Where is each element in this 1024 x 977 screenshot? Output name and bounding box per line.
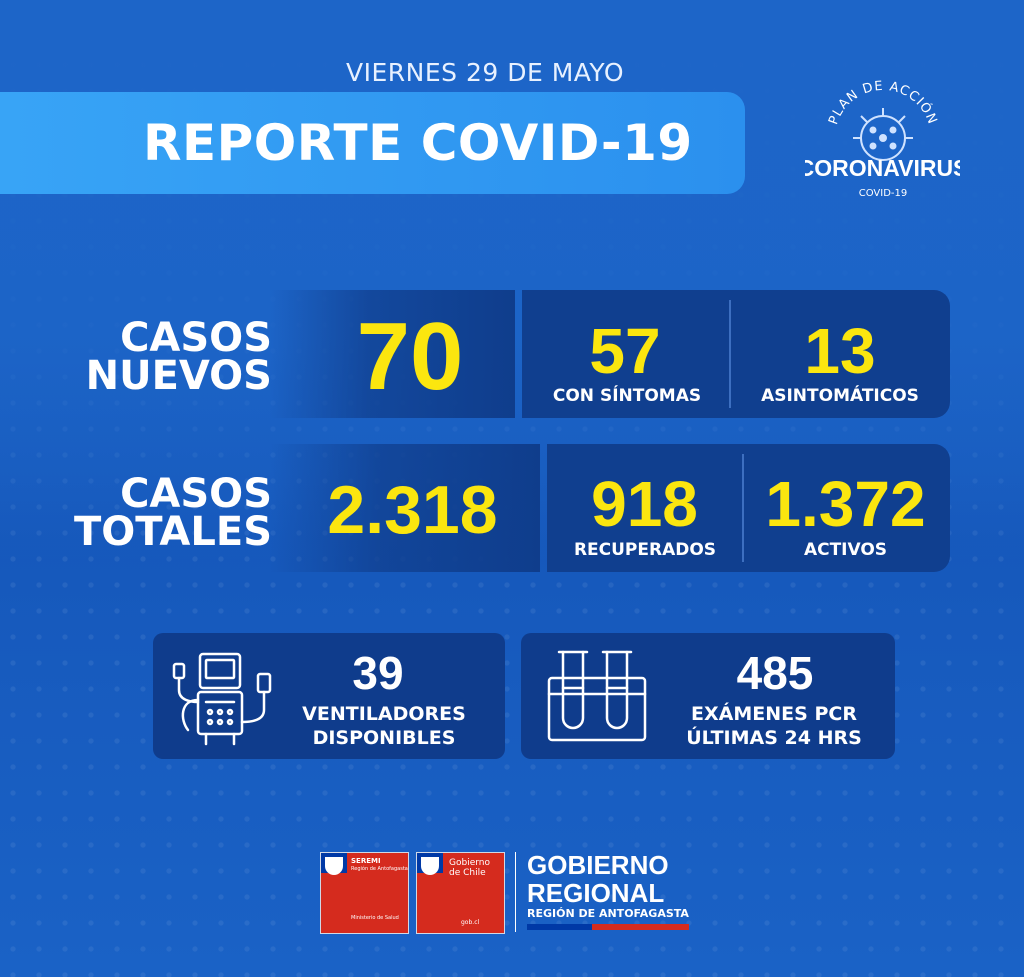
symptomatic-label: CON SÍNTOMAS [552, 386, 702, 406]
ventilators-label: VENTILADORES DISPONIBLES [288, 702, 480, 750]
seremi-shield-icon [325, 857, 343, 875]
gobierno-chile-logo: Gobierno de Chile gob.cl [416, 852, 505, 934]
svg-text:PLAN DE ACCIÓN: PLAN DE ACCIÓN [826, 79, 940, 127]
asymptomatic-value: 13 [804, 315, 876, 387]
virus-icon [853, 108, 913, 161]
pcr-label: EXÁMENES PCR ÚLTIMAS 24 HRS [668, 702, 880, 750]
new-cases-total-panel [270, 290, 515, 418]
new-cases-label: CASOS NUEVOS [60, 315, 272, 399]
seremi-ministry: Ministerio de Salud [351, 915, 399, 921]
total-cases-total-panel [270, 444, 540, 572]
total-cases-label-line2: TOTALES [73, 509, 272, 555]
pcr-label-line1: EXÁMENES PCR [691, 703, 857, 725]
total-cases-label-line1: CASOS [120, 471, 272, 517]
total-cases-breakdown-panel [547, 444, 950, 572]
pcr-value: 485 [736, 647, 814, 699]
gobierno-chile-site: gob.cl [461, 919, 480, 926]
regional-flag-bar [527, 924, 689, 930]
active-label: ACTIVOS [803, 540, 888, 560]
total-cases-divider [742, 454, 744, 562]
title-banner [0, 92, 745, 194]
gobierno-shield-icon [421, 857, 439, 875]
total-cases-total: 2.318 [327, 472, 498, 548]
new-cases-divider [729, 300, 731, 408]
seremi-region: Región de Antofagasta [351, 866, 408, 872]
logo-arc-text: PLAN DE ACCIÓN [826, 79, 939, 127]
gobierno-regional-line2: REGIONAL [527, 878, 665, 908]
test-tubes-icon [547, 650, 647, 742]
new-cases-total: 70 [356, 303, 464, 410]
gobierno-regional-line3: REGIÓN DE ANTOFAGASTA [527, 907, 689, 920]
active-value: 1.372 [765, 468, 926, 540]
logo-main-text: CORONAVIRUS [805, 155, 960, 181]
new-cases-label-line2: NUEVOS [85, 353, 272, 399]
ventilators-label-line1: VENTILADORES [302, 703, 466, 725]
symptomatic-value: 57 [589, 315, 661, 387]
total-cases-label: CASOS TOTALES [40, 471, 272, 555]
seremi-title: SEREMI [351, 857, 381, 865]
pcr-label-line2: ÚLTIMAS 24 HRS [686, 727, 862, 749]
ventilators-value: 39 [352, 647, 404, 699]
ventilator-icon [172, 652, 272, 746]
seremi-logo: SEREMI Región de Antofagasta Ministerio … [320, 852, 409, 934]
footer-divider [515, 852, 516, 932]
new-cases-label-line1: CASOS [120, 315, 272, 361]
recovered-label: RECUPERADOS [573, 540, 717, 560]
ventilators-label-line2: DISPONIBLES [312, 727, 456, 749]
campaign-logo: PLAN DE ACCIÓN CORONAVIRUS COVID-19 [805, 79, 960, 199]
new-cases-breakdown-panel [522, 290, 950, 418]
report-date: VIERNES 29 DE MAYO [346, 58, 625, 87]
logo-sub-text: COVID-19 [859, 188, 908, 199]
gobierno-regional-line1: GOBIERNO [527, 850, 669, 880]
gobierno-chile-title: Gobierno de Chile [449, 858, 490, 878]
report-title: REPORTE COVID-19 [143, 114, 693, 172]
asymptomatic-label: ASINTOMÁTICOS [761, 386, 919, 406]
recovered-value: 918 [591, 468, 698, 540]
